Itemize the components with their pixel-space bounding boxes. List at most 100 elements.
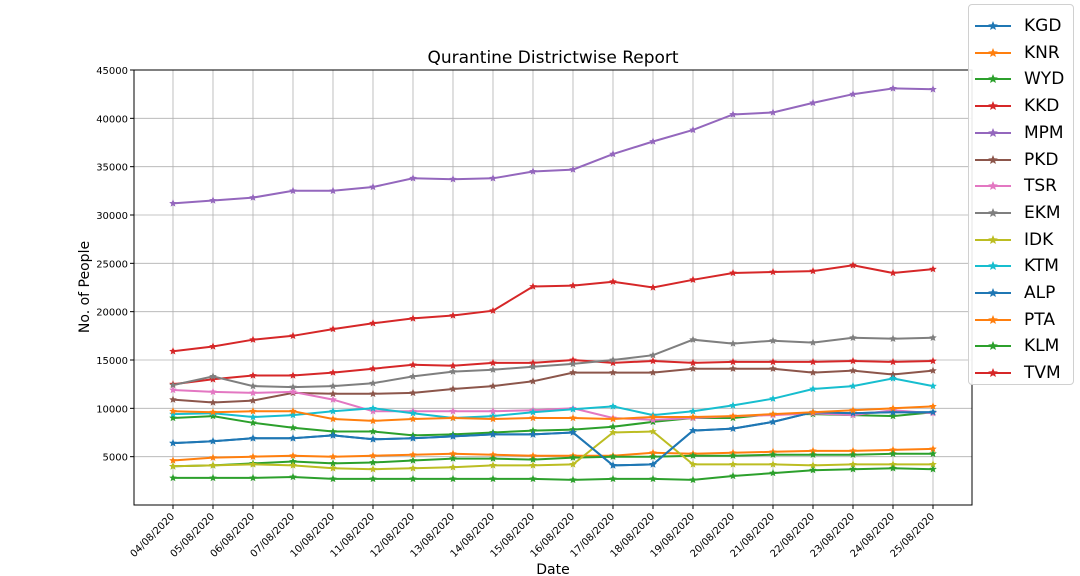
data-point	[729, 110, 737, 118]
data-point	[569, 368, 577, 376]
data-point	[249, 407, 257, 415]
data-point	[529, 282, 537, 290]
data-point	[369, 364, 377, 372]
data-point	[849, 409, 857, 417]
legend-swatch	[975, 234, 1011, 244]
series-line	[172, 367, 934, 404]
data-point	[689, 125, 697, 134]
data-point	[729, 472, 737, 480]
series-line	[173, 467, 934, 481]
data-point	[609, 402, 617, 410]
data-point	[689, 275, 697, 283]
data-point	[169, 395, 177, 403]
series-line	[172, 430, 933, 471]
data-point	[329, 474, 337, 483]
series-line	[172, 447, 934, 462]
data-point	[889, 445, 897, 454]
data-point	[889, 374, 897, 382]
legend-label: KKD	[1024, 96, 1060, 117]
data-point	[929, 408, 937, 416]
legend-item-tsr: TSR	[969, 173, 1073, 199]
data-point	[689, 426, 697, 434]
legend-swatch	[975, 127, 1011, 137]
data-point	[249, 388, 257, 397]
legend-swatch	[975, 21, 1011, 30]
data-point	[529, 414, 537, 422]
data-point	[329, 382, 337, 390]
data-point	[289, 371, 297, 379]
data-point	[529, 430, 537, 438]
data-point	[689, 413, 697, 421]
data-point	[449, 449, 457, 457]
data-point	[889, 412, 897, 420]
data-point	[649, 357, 657, 365]
data-point	[409, 314, 417, 322]
data-point	[289, 407, 297, 415]
data-point	[169, 414, 177, 422]
data-point	[609, 474, 617, 483]
data-point	[609, 461, 617, 469]
data-point	[369, 407, 377, 415]
data-point	[929, 449, 937, 457]
data-point	[889, 334, 897, 342]
data-point	[449, 311, 457, 319]
legend-item-tvm: TVM	[969, 360, 1073, 386]
data-point	[369, 379, 377, 387]
data-point	[369, 435, 377, 443]
data-point	[249, 452, 257, 460]
legend-item-alp: ALP	[969, 280, 1073, 306]
data-point	[649, 413, 657, 421]
data-point	[489, 415, 497, 423]
legend-item-pta: PTA	[969, 307, 1073, 333]
series-klm	[169, 464, 937, 484]
legend-label: IDK	[1024, 229, 1054, 250]
data-point	[169, 456, 177, 464]
data-point	[649, 474, 657, 483]
data-point	[489, 365, 497, 373]
data-point	[809, 408, 817, 416]
data-point	[849, 261, 857, 269]
data-point	[329, 452, 337, 460]
data-point	[489, 382, 497, 390]
data-point	[609, 452, 617, 460]
series-pkd	[169, 364, 937, 406]
data-point	[609, 356, 617, 364]
data-point	[169, 386, 177, 394]
data-point	[809, 338, 817, 346]
legend-label: TSR	[1024, 176, 1057, 197]
data-point	[329, 459, 337, 467]
data-point	[889, 460, 897, 468]
data-point	[609, 422, 617, 430]
legend-item-kgd: KGD	[969, 13, 1073, 39]
data-point	[849, 465, 857, 473]
data-point	[889, 84, 897, 92]
data-point	[649, 137, 657, 145]
data-point	[809, 368, 817, 376]
data-point	[689, 364, 697, 372]
data-point	[929, 366, 937, 374]
grid	[134, 69, 972, 505]
data-point	[689, 451, 697, 459]
legend-label: ALP	[1024, 283, 1056, 303]
data-point	[889, 449, 897, 457]
legend-label: EKM	[1024, 202, 1061, 223]
data-point	[849, 406, 857, 414]
data-point	[729, 364, 737, 372]
data-point	[369, 451, 377, 459]
data-point	[729, 412, 737, 420]
data-point	[769, 417, 777, 426]
data-point	[729, 451, 737, 459]
data-point	[649, 427, 657, 435]
data-point	[169, 439, 177, 447]
data-point	[449, 432, 457, 440]
data-point	[489, 358, 497, 367]
data-point	[209, 412, 217, 420]
data-point	[409, 360, 417, 369]
data-point	[369, 183, 377, 191]
data-point	[489, 306, 497, 314]
data-point	[889, 408, 897, 416]
plot-area	[133, 69, 973, 506]
y-tick-label: 40000	[96, 114, 128, 125]
legend-label: KGD	[1024, 16, 1062, 36]
y-tick-label: 5000	[103, 453, 128, 464]
